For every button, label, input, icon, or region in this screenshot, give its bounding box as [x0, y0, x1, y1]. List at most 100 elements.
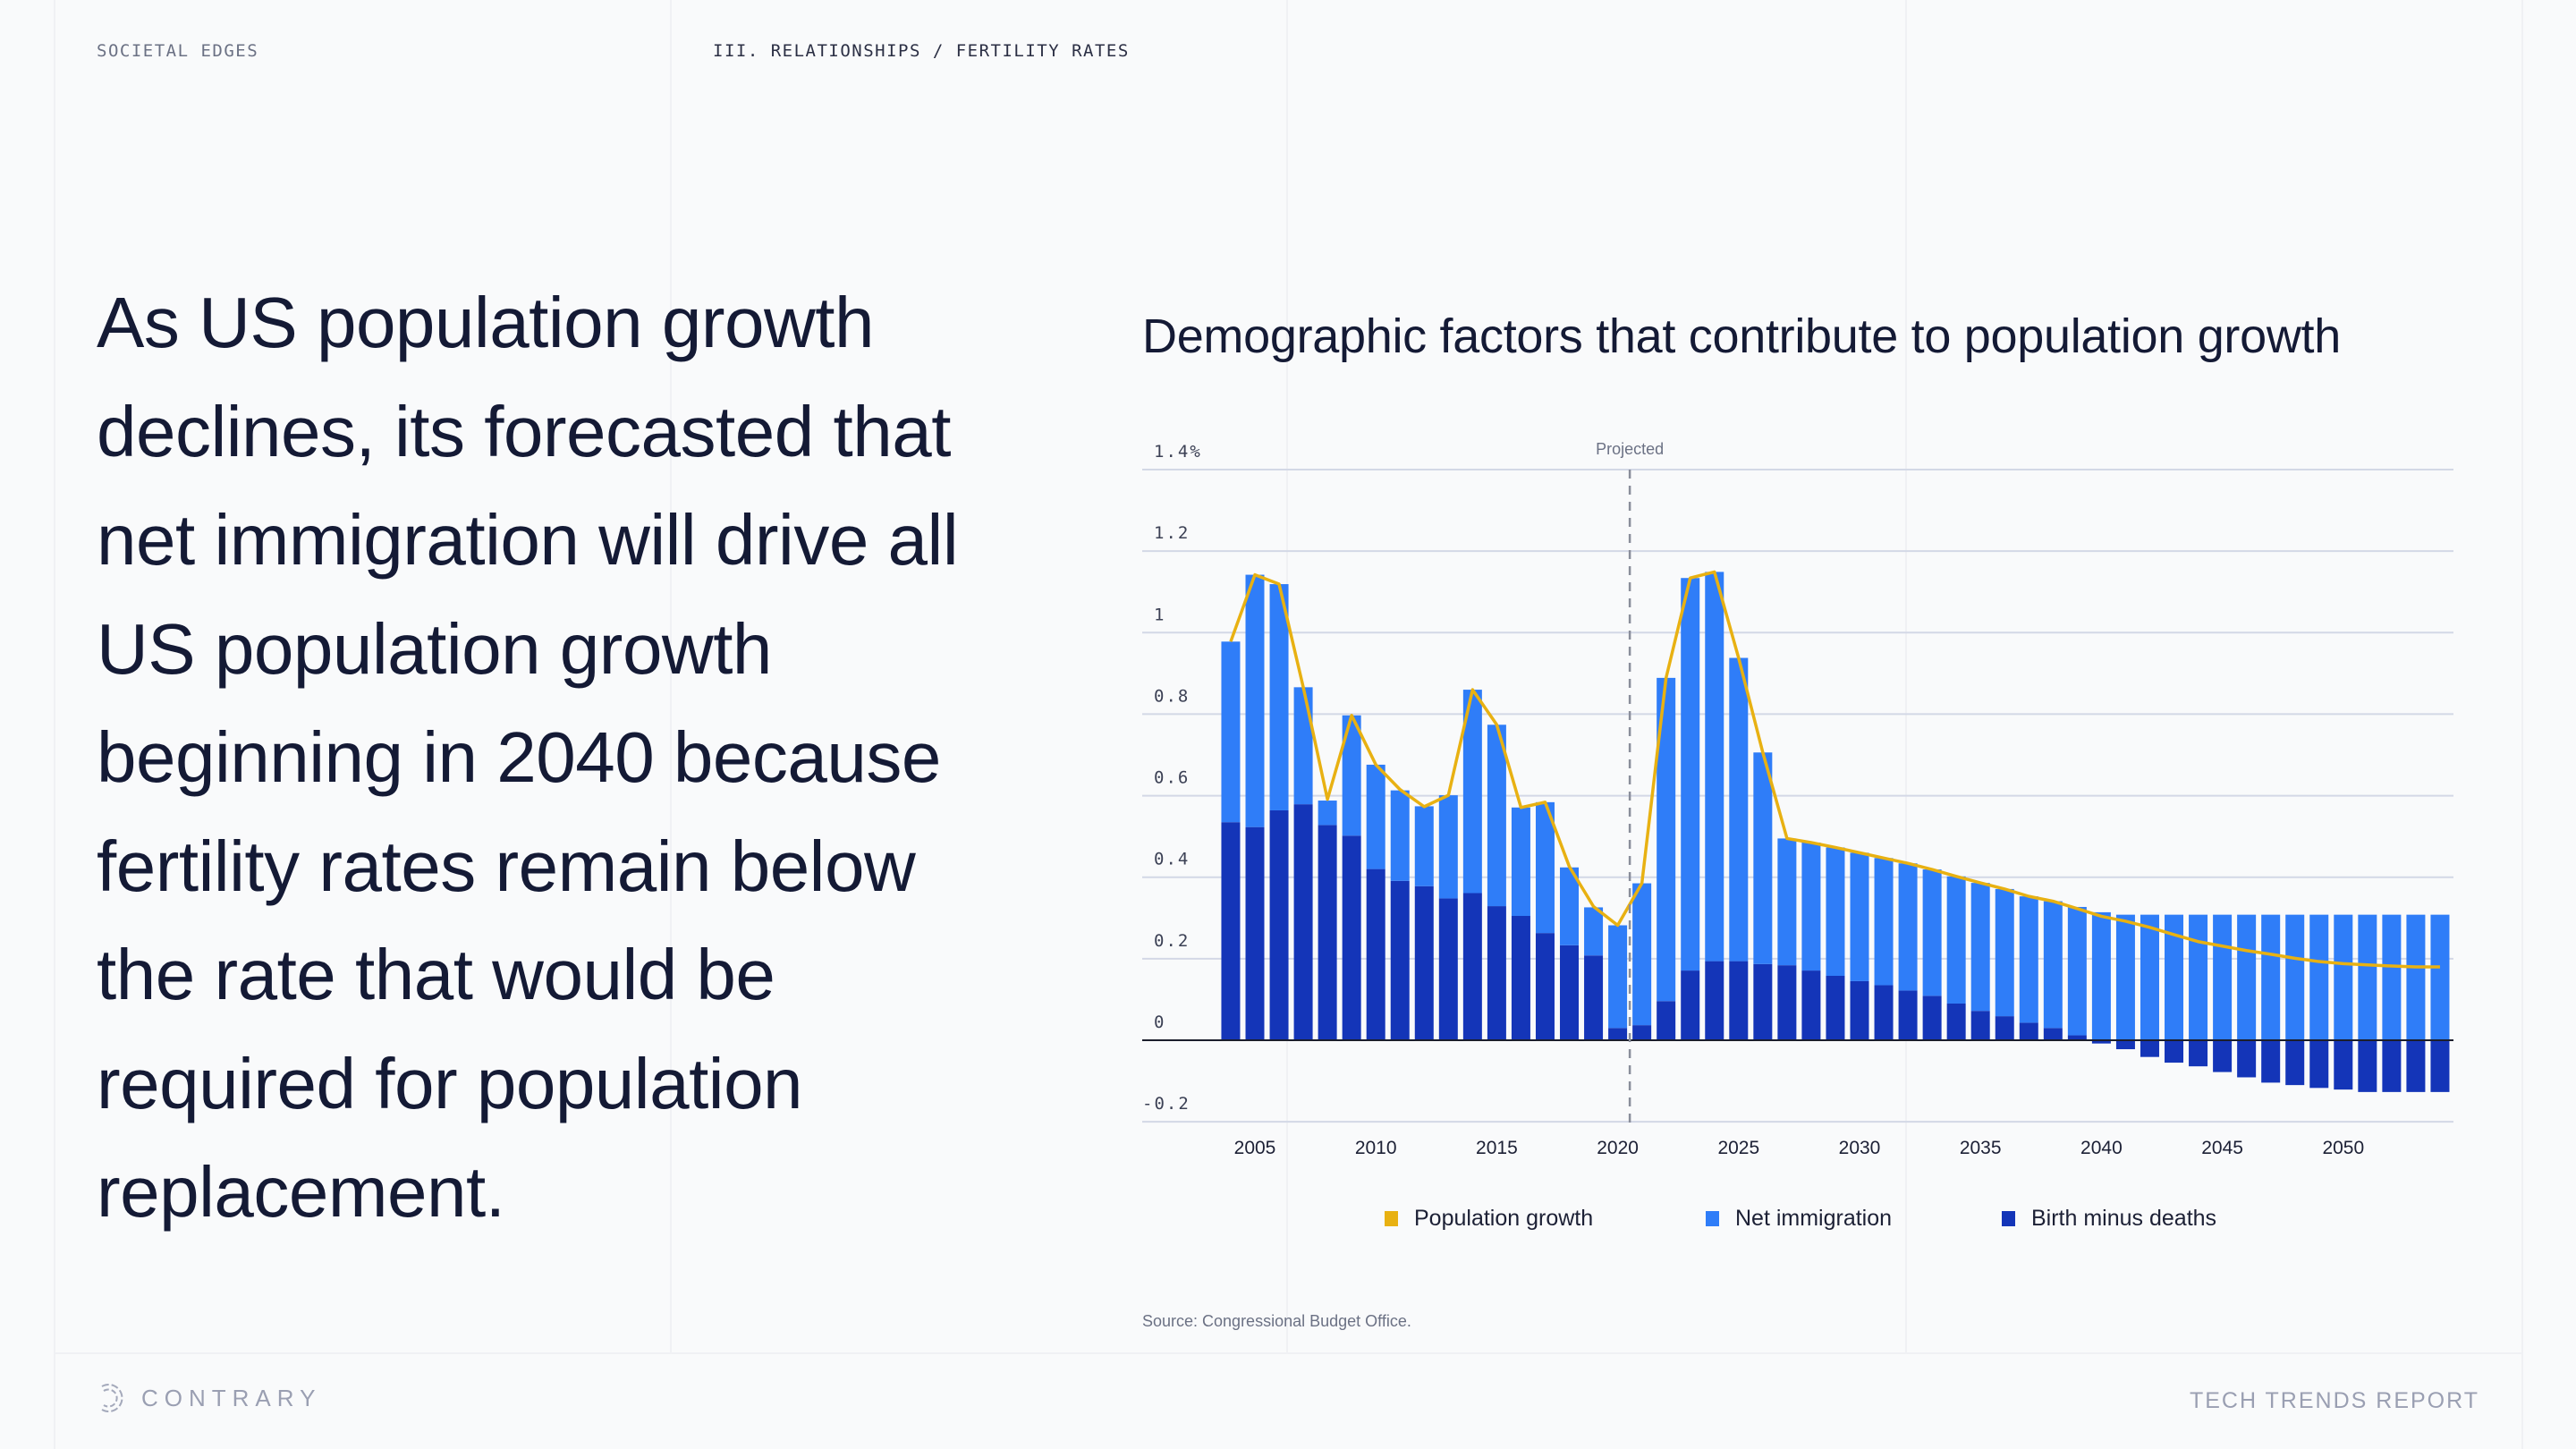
bar-birth-minus-deaths: [1632, 1025, 1652, 1040]
bar-birth-minus-deaths: [1318, 825, 1337, 1040]
x-tick-label: 2015: [1476, 1138, 1518, 1158]
bar-net-immigration: [2043, 901, 2063, 1029]
net-immigration-swatch-icon: [1706, 1211, 1719, 1226]
bar-net-immigration: [1681, 578, 1700, 971]
bar-birth-minus-deaths: [2309, 1040, 2329, 1089]
bar-net-immigration: [1753, 752, 1773, 964]
bar-birth-minus-deaths: [2140, 1040, 2159, 1057]
bar-birth-minus-deaths: [1366, 869, 1385, 1040]
bar-birth-minus-deaths: [1729, 961, 1749, 1040]
projected-label: Projected: [1596, 440, 1664, 458]
section-label: SOCIETAL EDGES: [97, 41, 259, 61]
bar-net-immigration: [2115, 914, 2135, 1040]
bar-net-immigration: [1898, 863, 1918, 991]
bar-net-immigration: [2140, 914, 2159, 1040]
bar-net-immigration: [1777, 838, 1797, 966]
bar-birth-minus-deaths: [2358, 1040, 2377, 1092]
bar-birth-minus-deaths: [1487, 906, 1506, 1040]
guide-line: [54, 0, 55, 1449]
bar-net-immigration: [1535, 801, 1555, 934]
bar-birth-minus-deaths: [1826, 975, 1845, 1040]
bar-net-immigration: [1801, 842, 1821, 971]
bar-net-immigration: [2261, 914, 2281, 1040]
y-tick-label: 0: [1154, 1013, 1165, 1032]
bar-net-immigration: [1560, 867, 1580, 945]
population-growth-swatch-icon: [1385, 1211, 1398, 1226]
bar-net-immigration: [2165, 914, 2184, 1040]
bar-birth-minus-deaths: [2430, 1040, 2450, 1092]
y-tick-label: 0.2: [1154, 931, 1190, 951]
bar-net-immigration: [1729, 657, 1749, 962]
bar-birth-minus-deaths: [2165, 1040, 2184, 1063]
bar-net-immigration: [2237, 914, 2257, 1040]
bar-birth-minus-deaths: [1293, 804, 1313, 1040]
bar-birth-minus-deaths: [2261, 1040, 2281, 1083]
bar-net-immigration: [1826, 847, 1845, 976]
bar-birth-minus-deaths: [1946, 1003, 1966, 1040]
bar-net-immigration: [2406, 914, 2426, 1040]
bar-birth-minus-deaths: [1995, 1016, 2014, 1040]
bar-birth-minus-deaths: [2334, 1040, 2353, 1090]
legend-item-net-immigration: Net immigration: [1706, 1206, 1892, 1232]
bar-net-immigration: [1390, 790, 1410, 881]
footer-divider: [54, 1352, 2522, 1354]
bar-birth-minus-deaths: [1560, 945, 1580, 1040]
bar-net-immigration: [1462, 690, 1482, 894]
bar-net-immigration: [1705, 572, 1724, 962]
x-tick-label: 2020: [1597, 1138, 1639, 1158]
legend-label: Population growth: [1414, 1206, 1594, 1231]
bar-net-immigration: [1657, 677, 1676, 1002]
chart-title: Demographic factors that contribute to p…: [1142, 309, 2341, 363]
bar-birth-minus-deaths: [1850, 980, 1869, 1040]
bar-birth-minus-deaths: [1681, 970, 1700, 1040]
x-tick-label: 2045: [2201, 1138, 2243, 1158]
bar-net-immigration: [1608, 925, 1628, 1029]
bar-net-immigration: [2189, 914, 2208, 1040]
bar-net-immigration: [1874, 858, 1894, 986]
bar-net-immigration: [1221, 641, 1241, 823]
bar-birth-minus-deaths: [2091, 1040, 2111, 1044]
y-tick-label: 0.8: [1154, 686, 1190, 706]
bar-birth-minus-deaths: [2285, 1040, 2305, 1086]
y-axis-ticks: 1.4% 1.2 1 0.8 0.6 0.4 0.2 0 -0.2: [1142, 442, 1202, 1114]
guide-line: [1905, 0, 1907, 1352]
bar-net-immigration: [2285, 914, 2305, 1040]
bar-birth-minus-deaths: [2115, 1040, 2135, 1050]
birth-minus-deaths-swatch-icon: [2002, 1211, 2015, 1226]
bar-net-immigration: [1970, 883, 1990, 1012]
bar-birth-minus-deaths: [2237, 1040, 2257, 1078]
guide-line: [2521, 0, 2523, 1449]
bar-net-immigration: [1946, 876, 1966, 1004]
contrary-logo: CONTRARY: [95, 1381, 321, 1415]
bar-net-immigration: [1342, 715, 1361, 836]
bar-birth-minus-deaths: [1970, 1011, 1990, 1040]
bar-birth-minus-deaths: [2213, 1040, 2233, 1072]
bar-birth-minus-deaths: [1342, 835, 1361, 1040]
bar-birth-minus-deaths: [2019, 1022, 2038, 1040]
bar-birth-minus-deaths: [1657, 1001, 1676, 1040]
y-tick-label: -0.2: [1142, 1094, 1191, 1114]
bar-birth-minus-deaths: [2382, 1040, 2402, 1092]
bar-net-immigration: [1414, 806, 1434, 886]
population-growth-series: [1229, 570, 2440, 969]
bar-birth-minus-deaths: [1245, 826, 1265, 1040]
y-tick-label: 1.2: [1154, 523, 1190, 543]
bar-net-immigration: [1318, 801, 1337, 826]
headline: As US population growth declines, its fo…: [97, 283, 959, 1232]
bar-birth-minus-deaths: [1777, 965, 1797, 1040]
bar-net-immigration: [1850, 852, 1869, 981]
bar-birth-minus-deaths: [2067, 1035, 2087, 1040]
bar-net-immigration: [2019, 896, 2038, 1023]
legend-item-birth-minus-deaths: Birth minus deaths: [2002, 1206, 2216, 1232]
bar-net-immigration: [2213, 914, 2233, 1040]
bar-net-immigration: [1995, 888, 2014, 1017]
x-tick-label: 2010: [1355, 1138, 1397, 1158]
guide-line: [670, 0, 672, 1352]
bar-net-immigration: [1922, 869, 1942, 996]
bar-birth-minus-deaths: [1414, 886, 1434, 1040]
bar-net-immigration: [1511, 807, 1530, 917]
brand-name: CONTRARY: [141, 1384, 322, 1411]
bar-birth-minus-deaths: [1438, 898, 1458, 1040]
y-tick-label: 1.4%: [1154, 442, 1202, 462]
